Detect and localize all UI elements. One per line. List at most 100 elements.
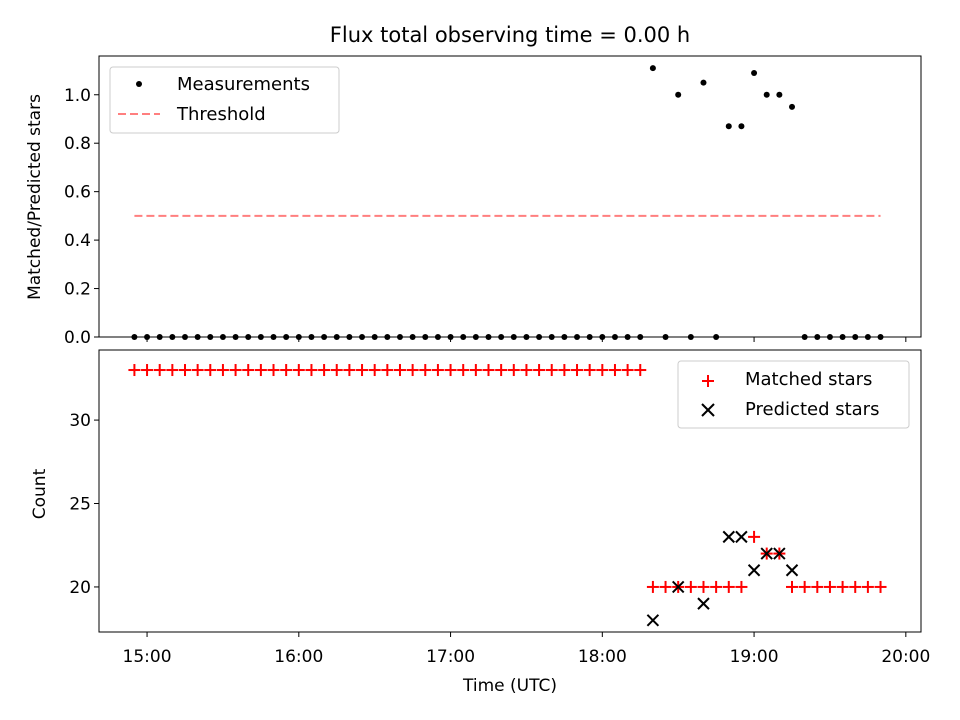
x-axis-label: Time (UTC) bbox=[462, 676, 557, 696]
matched-star-point bbox=[520, 364, 533, 377]
predicted-star-point bbox=[722, 530, 735, 544]
top-y-axis-label: Matched/Predicted stars bbox=[25, 94, 45, 300]
matched-star-point bbox=[545, 364, 558, 377]
matched-star-point bbox=[457, 364, 470, 377]
matched-star-point bbox=[646, 580, 659, 593]
matched-star-point bbox=[786, 580, 799, 593]
legend-measurements-label: Measurements bbox=[177, 74, 310, 95]
chart-title: Flux total observing time = 0.00 h bbox=[330, 23, 690, 47]
x-tick-label: 17:00 bbox=[426, 647, 475, 667]
matched-star-point bbox=[608, 364, 621, 377]
top-plot-content: 0.0 0.2 0.4 0.6 0.8 1.0 bbox=[64, 65, 907, 348]
x-tick-label: 15:00 bbox=[123, 647, 172, 667]
legend-matched-label: Matched stars bbox=[745, 369, 872, 390]
top-legend: Measurements Threshold bbox=[109, 66, 340, 134]
matched-star-point bbox=[482, 364, 495, 377]
matched-star-point bbox=[659, 580, 672, 593]
matched-star-point bbox=[153, 364, 166, 377]
top-axes-frame bbox=[98, 55, 922, 338]
matched-star-point bbox=[191, 364, 204, 377]
matched-star-point bbox=[823, 580, 836, 593]
legend-measurements-marker bbox=[136, 81, 142, 87]
measurement-point bbox=[700, 79, 707, 86]
predicted-star-point bbox=[671, 580, 685, 594]
matched-star-point bbox=[748, 530, 761, 543]
x-tick-label: 16:00 bbox=[274, 647, 323, 667]
predicted-star-point bbox=[697, 597, 710, 610]
matched-star-point bbox=[292, 364, 305, 377]
matched-star-point bbox=[267, 364, 280, 377]
bottom-y-axis-label: Count bbox=[30, 468, 50, 519]
matched-star-point bbox=[469, 364, 482, 377]
matched-star-point bbox=[356, 364, 369, 377]
matched-star-point bbox=[596, 364, 609, 377]
matched-star-point bbox=[507, 364, 520, 377]
matched-star-point bbox=[710, 580, 723, 593]
top-y-tick-label: 0.4 bbox=[64, 231, 91, 251]
matched-star-point bbox=[204, 364, 217, 377]
top-plot: Flux total observing time = 0.00 h Match… bbox=[25, 23, 922, 348]
matched-star-point bbox=[381, 364, 394, 377]
x-tick-label: 20:00 bbox=[881, 647, 930, 667]
matched-star-point bbox=[419, 364, 432, 377]
matched-star-point bbox=[318, 364, 331, 377]
top-legend-box bbox=[109, 66, 340, 134]
legend-threshold-label: Threshold bbox=[176, 104, 266, 125]
bottom-y-tick-label: 30 bbox=[69, 411, 91, 431]
legend-predicted-marker bbox=[701, 403, 715, 417]
matched-star-point bbox=[722, 580, 735, 593]
matched-star-point bbox=[343, 364, 356, 377]
matched-star-point bbox=[621, 364, 634, 377]
matched-star-point bbox=[141, 364, 154, 377]
measurement-point bbox=[725, 123, 732, 130]
matched-star-point bbox=[558, 364, 571, 377]
matched-star-point bbox=[242, 364, 255, 377]
x-tick-label: 19:00 bbox=[730, 647, 779, 667]
matched-star-point bbox=[634, 364, 647, 377]
predicted-star-point bbox=[760, 547, 773, 560]
measurement-point bbox=[738, 123, 745, 130]
measurement-point bbox=[649, 65, 656, 72]
matched-star-point bbox=[583, 364, 596, 377]
legend-matched-marker bbox=[702, 375, 714, 387]
top-y-tick-label: 1.0 bbox=[64, 86, 91, 106]
matched-star-point bbox=[406, 364, 419, 377]
matched-star-point bbox=[495, 364, 508, 377]
matched-star-point bbox=[216, 364, 229, 377]
bottom-y-tick-label: 25 bbox=[69, 495, 91, 515]
matched-star-point bbox=[393, 364, 406, 377]
top-y-tick-label: 0.0 bbox=[64, 328, 91, 348]
matched-star-point bbox=[798, 580, 811, 593]
measurement-point bbox=[763, 91, 770, 98]
matched-star-point bbox=[811, 580, 824, 593]
matched-star-point bbox=[178, 364, 191, 377]
measurement-point bbox=[675, 91, 682, 98]
matched-star-point bbox=[280, 364, 293, 377]
measurement-point bbox=[789, 103, 796, 110]
predicted-star-point bbox=[773, 547, 786, 560]
matched-star-point bbox=[697, 580, 710, 593]
bottom-axes-frame bbox=[98, 349, 922, 633]
matched-star-point bbox=[684, 580, 697, 593]
matched-star-point bbox=[849, 580, 862, 593]
matched-star-point bbox=[444, 364, 457, 377]
predicted-star-point bbox=[747, 564, 761, 577]
bottom-y-tick-label: 20 bbox=[69, 578, 91, 598]
measurement-point bbox=[776, 91, 783, 98]
bottom-legend-box bbox=[677, 360, 910, 429]
predicted-star-point bbox=[735, 530, 748, 544]
measurement-point bbox=[751, 69, 758, 76]
matched-star-point bbox=[229, 364, 242, 377]
predicted-star-point bbox=[785, 564, 799, 577]
matched-star-point bbox=[571, 364, 584, 377]
matched-star-point bbox=[533, 364, 546, 377]
matched-star-point bbox=[305, 364, 318, 377]
matched-star-point bbox=[128, 364, 141, 377]
matched-star-point bbox=[330, 364, 343, 377]
matched-star-point bbox=[836, 580, 849, 593]
x-tick-label: 18:00 bbox=[578, 647, 627, 667]
matched-star-point bbox=[431, 364, 444, 377]
bottom-legend: Matched stars Predicted stars bbox=[677, 360, 910, 429]
matched-star-point bbox=[166, 364, 179, 377]
